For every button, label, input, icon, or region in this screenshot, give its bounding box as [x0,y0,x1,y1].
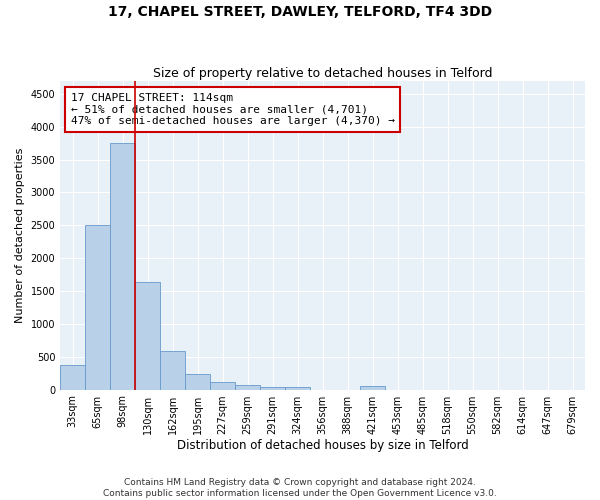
Text: 17 CHAPEL STREET: 114sqm
← 51% of detached houses are smaller (4,701)
47% of sem: 17 CHAPEL STREET: 114sqm ← 51% of detach… [71,93,395,126]
Bar [210,382,235,390]
Bar [160,351,185,390]
Title: Size of property relative to detached houses in Telford: Size of property relative to detached ho… [153,66,493,80]
X-axis label: Distribution of detached houses by size in Telford: Distribution of detached houses by size … [177,440,469,452]
Text: Contains HM Land Registry data © Crown copyright and database right 2024.
Contai: Contains HM Land Registry data © Crown c… [103,478,497,498]
Bar [60,365,85,390]
Bar [185,374,210,390]
Text: 17, CHAPEL STREET, DAWLEY, TELFORD, TF4 3DD: 17, CHAPEL STREET, DAWLEY, TELFORD, TF4 … [108,5,492,19]
Bar [85,226,110,390]
Bar [235,385,260,390]
Bar [360,386,385,390]
Bar [260,387,285,390]
Y-axis label: Number of detached properties: Number of detached properties [15,148,25,323]
Bar [110,143,135,390]
Bar [285,387,310,390]
Bar [135,282,160,390]
